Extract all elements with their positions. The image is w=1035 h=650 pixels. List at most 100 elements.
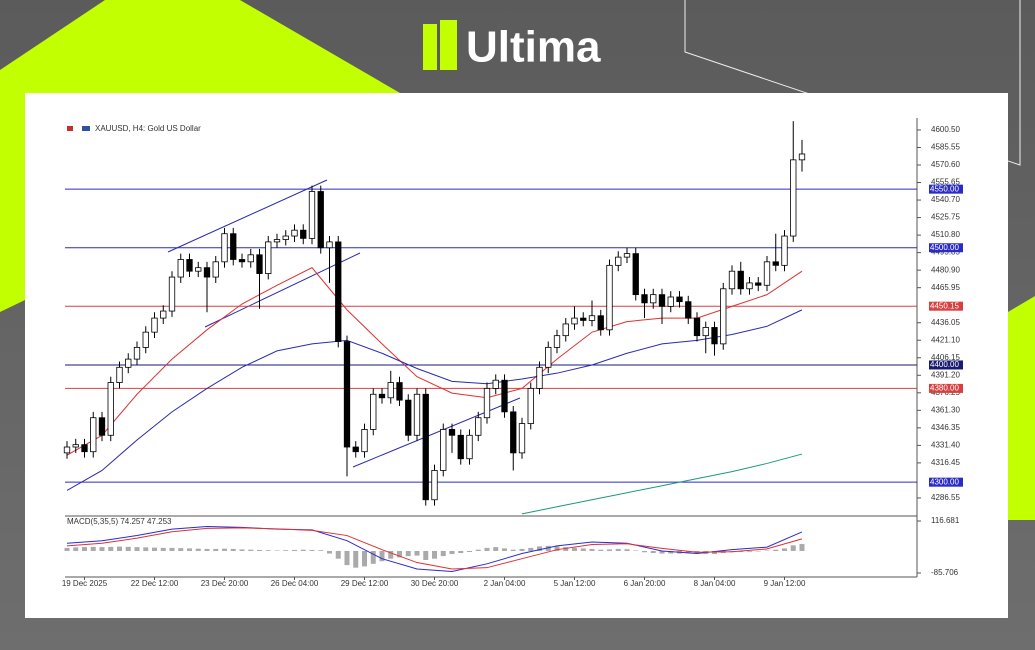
macd-bar (615, 548, 621, 551)
candle-body (378, 393, 386, 399)
macd-bar (195, 548, 201, 551)
level-tag (929, 301, 963, 311)
candle-body (230, 233, 237, 260)
candle-body (160, 310, 167, 319)
macd-bar (257, 549, 262, 551)
candle-body (431, 470, 438, 501)
x-tick-label: 30 Dec 20:00 (411, 579, 459, 588)
level-tag (929, 360, 963, 370)
macd-bar (493, 547, 499, 551)
y-tick-label: 4286.55 (931, 493, 960, 502)
level-label: 4380.00 (930, 384, 959, 393)
candle-body (650, 294, 657, 304)
macd-bar (108, 546, 114, 551)
candle-body (720, 288, 727, 345)
level-tag (929, 243, 963, 253)
candle-body (300, 229, 307, 239)
macd-bar (169, 547, 175, 551)
candle-body (317, 191, 324, 249)
x-tick-label: 8 Jan 04:00 (694, 579, 736, 588)
candle-body (466, 434, 473, 460)
trend-line (167, 179, 328, 253)
macd-bar (362, 550, 367, 567)
accent-left (0, 0, 400, 312)
y-tick-label: 4570.60 (931, 160, 960, 169)
candle-body (273, 239, 281, 243)
macd-bar (370, 550, 376, 564)
candle-body (676, 296, 683, 303)
symbol-icon (67, 126, 73, 131)
y-tick-label: 4540.70 (931, 195, 960, 204)
candle-body (728, 270, 736, 290)
macd-bar (764, 550, 770, 551)
macd-bar (327, 550, 332, 554)
candle-body (125, 358, 132, 368)
macd-bar (528, 547, 534, 551)
candle-body (335, 241, 342, 342)
macd-bar (790, 545, 796, 551)
candle-body (177, 259, 184, 278)
candle-body (553, 335, 561, 348)
macd-bar (685, 550, 691, 554)
candle-body (370, 393, 377, 430)
candle-body (632, 253, 639, 296)
macd-bar (572, 547, 577, 551)
macd-bar (414, 550, 420, 556)
candle-body (615, 256, 622, 266)
macd-bar (222, 548, 227, 551)
macd-bar (799, 544, 805, 551)
macd-bar (519, 548, 525, 551)
candle-body (562, 323, 569, 337)
macd-bar (64, 547, 70, 551)
macd-bar (668, 550, 674, 554)
candle-body (580, 317, 587, 321)
candle-body (483, 388, 491, 419)
y-tick-label: 4585.55 (931, 143, 960, 152)
candle-body (63, 446, 71, 454)
macd-bar (99, 547, 105, 551)
candle-body (641, 294, 648, 304)
macd-bar (318, 550, 324, 551)
x-tick-label: 22 Dec 12:00 (131, 579, 179, 588)
macd-bar (239, 549, 245, 551)
candle-body (693, 317, 701, 337)
candle-body (448, 429, 456, 436)
level-tag (929, 477, 963, 487)
candle-body (518, 423, 526, 454)
macd-bar (475, 549, 481, 551)
candle-body (597, 315, 604, 331)
y-tick-label: 4331.40 (931, 440, 960, 449)
macd-bar (624, 549, 630, 551)
level-label: 4300.00 (930, 477, 959, 486)
level-label: 4500.00 (930, 243, 959, 252)
macd-bar (283, 550, 289, 551)
macd-line (66, 527, 803, 570)
macd-bar (432, 550, 437, 559)
x-tick-label: 2 Jan 04:00 (484, 579, 526, 588)
candle-body (142, 331, 149, 348)
macd-bar (633, 550, 639, 551)
macd-bar (782, 548, 787, 551)
macd-bar (458, 550, 464, 554)
macd-bar (537, 546, 542, 551)
macd-bar (90, 546, 96, 551)
candle-body (711, 327, 718, 345)
candle-body (396, 382, 403, 401)
candle-body (798, 153, 806, 161)
level-label: 4450.15 (930, 301, 959, 310)
candle-body (790, 159, 797, 237)
macd-bar (598, 549, 604, 551)
x-tick-label: 29 Dec 12:00 (341, 579, 389, 588)
macd-bar (187, 548, 192, 551)
moving-average (66, 309, 803, 491)
macd-bar (484, 547, 490, 551)
candle-body (737, 270, 744, 290)
x-tick-label: 26 Dec 04:00 (271, 579, 319, 588)
macd-bar (82, 547, 87, 551)
candle-body (308, 191, 316, 239)
macd-bar (143, 547, 149, 551)
macd-tick-label: 116.681 (931, 516, 960, 525)
candle-body (755, 282, 762, 286)
logo-bar (423, 24, 437, 70)
